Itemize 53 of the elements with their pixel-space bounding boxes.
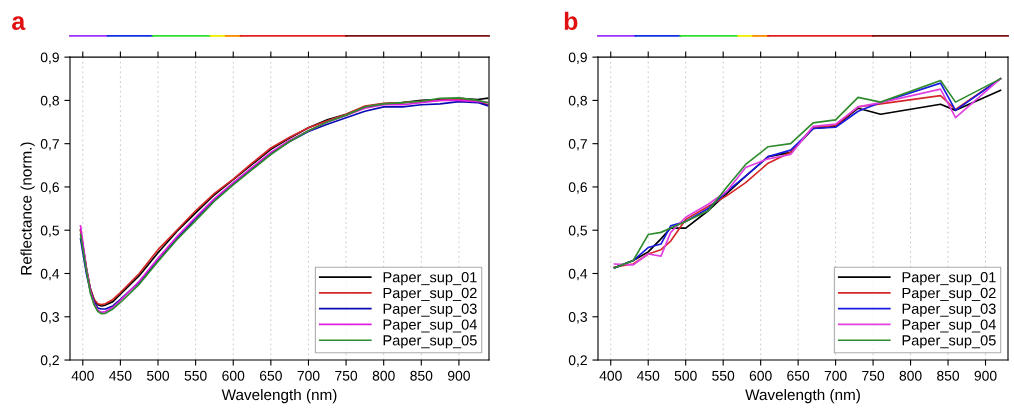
x-tick-label: 450: [109, 370, 132, 381]
legend-label: Paper_sup_04: [383, 319, 477, 333]
y-tick-label: 0,8: [40, 95, 59, 108]
y-tick-label: 0,7: [568, 139, 587, 151]
x-tick-label: 400: [71, 370, 94, 381]
x-tick-label: 600: [749, 370, 772, 381]
y-tick-label: 0,9: [568, 52, 587, 64]
x-tick-label: 850: [410, 370, 433, 381]
chart-title: b: [564, 11, 578, 31]
x-tick-label: 700: [824, 370, 847, 381]
legend-label: Paper_sup_05: [383, 335, 477, 349]
y-tick-label: 0,3: [568, 312, 587, 324]
chart-title: a: [12, 16, 26, 31]
x-tick-label: 400: [599, 370, 622, 381]
x-tick-label: 900: [974, 370, 997, 381]
y-tick-label: 0,2: [568, 355, 587, 367]
x-tick-label: 650: [787, 370, 810, 381]
legend-label: Paper_sup_02: [902, 287, 996, 302]
x-tick-label: 600: [222, 370, 245, 381]
x-tick-label: 800: [899, 370, 922, 381]
legend-label: Paper_sup_05: [902, 335, 996, 349]
legend-label: Paper_sup_02: [383, 287, 477, 302]
x-axis-title: Wavelength (nm): [745, 388, 860, 404]
x-tick-label: 450: [636, 370, 660, 381]
y-tick-label: 0,9: [40, 52, 59, 64]
y-tick-label: 0,6: [40, 182, 59, 194]
x-tick-label: 750: [862, 370, 885, 381]
y-tick-label: 0,2: [40, 355, 59, 367]
legend-label: Paper_sup_01: [902, 272, 996, 286]
x-tick-label: 700: [297, 370, 320, 381]
y-tick-label: 0,3: [40, 312, 59, 324]
x-tick-label: 850: [937, 370, 960, 381]
legend-label: Paper_sup_03: [383, 303, 477, 317]
y-tick-label: 0,5: [568, 225, 587, 238]
x-tick-label: 500: [146, 370, 170, 381]
y-tick-label: 0,8: [568, 95, 587, 108]
legend-label: Paper_sup_04: [902, 319, 996, 333]
x-tick-label: 650: [259, 370, 282, 381]
y-axis-title: Reflectance (norm.): [20, 142, 35, 275]
x-tick-label: 900: [447, 370, 470, 381]
x-tick-label: 800: [372, 370, 395, 381]
y-tick-label: 0,6: [568, 182, 587, 194]
x-tick-label: 550: [712, 370, 735, 381]
x-axis-title: Wavelength (nm): [221, 388, 337, 404]
legend-label: Paper_sup_03: [902, 303, 996, 317]
x-tick-label: 750: [335, 370, 358, 381]
y-tick-label: 0,4: [568, 268, 588, 281]
y-tick-label: 0,4: [40, 268, 60, 281]
legend-label: Paper_sup_01: [383, 272, 477, 286]
x-tick-label: 500: [674, 370, 697, 381]
x-tick-label: 550: [184, 370, 207, 381]
y-tick-label: 0,5: [40, 225, 59, 238]
y-tick-label: 0,7: [40, 139, 59, 151]
